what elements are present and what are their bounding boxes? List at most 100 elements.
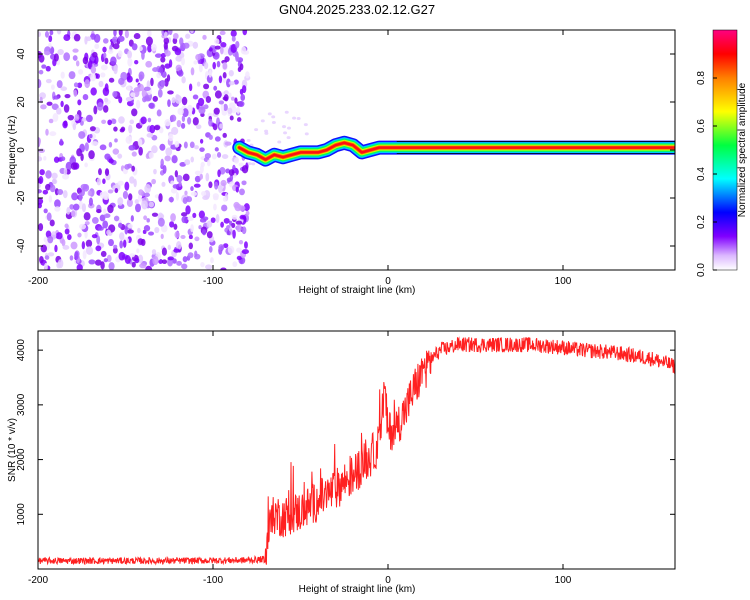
x-tick-label: 100 xyxy=(555,575,572,586)
noise-speck xyxy=(226,230,231,236)
noise-speck xyxy=(210,217,216,223)
noise-speck xyxy=(38,176,44,184)
noise-speck xyxy=(122,239,127,248)
noise-speck xyxy=(223,90,229,96)
noise-speck xyxy=(170,114,177,122)
noise-speck xyxy=(83,212,91,221)
noise-speck xyxy=(48,195,53,203)
noise-speck xyxy=(108,238,114,247)
noise-speck xyxy=(206,231,213,239)
noise-speck xyxy=(205,264,213,270)
noise-speck xyxy=(118,30,123,37)
noise-speck xyxy=(271,115,276,119)
noise-speck xyxy=(102,46,107,53)
noise-speck xyxy=(167,90,174,95)
y-tick-label: 4000 xyxy=(16,339,27,362)
noise-speck xyxy=(118,222,123,229)
noise-speck xyxy=(76,148,82,157)
noise-speck xyxy=(127,57,133,67)
noise-speck xyxy=(145,153,150,159)
noise-speck xyxy=(267,112,272,116)
noise-speck xyxy=(153,124,161,131)
noise-speck xyxy=(129,119,135,125)
noise-speck xyxy=(92,51,98,58)
noise-speck xyxy=(131,165,136,172)
noise-speck xyxy=(182,256,188,263)
noise-speck xyxy=(91,234,98,239)
noise-speck xyxy=(245,210,250,216)
noise-speck xyxy=(113,65,118,75)
y-tick-label: 0 xyxy=(16,147,27,153)
noise-speck xyxy=(241,165,249,174)
noise-speck xyxy=(59,138,63,146)
noise-speck xyxy=(224,141,232,146)
noise-speck xyxy=(152,67,159,73)
noise-speck xyxy=(103,258,109,263)
noise-speck xyxy=(80,183,88,190)
noise-speck xyxy=(150,77,154,87)
noise-speck xyxy=(138,146,143,156)
noise-speck xyxy=(117,50,123,58)
noise-speck xyxy=(236,224,242,233)
noise-speck xyxy=(125,135,133,144)
noise-speck xyxy=(188,234,193,240)
noise-speck xyxy=(164,31,168,39)
noise-speck xyxy=(94,259,102,266)
noise-speck xyxy=(201,191,207,197)
noise-speck xyxy=(162,164,167,174)
noise-speck xyxy=(45,128,49,136)
noise-speck xyxy=(128,124,133,134)
noise-speck xyxy=(43,208,48,214)
noise-speck xyxy=(148,231,155,236)
noise-speck xyxy=(190,186,194,192)
noise-speck xyxy=(88,150,95,160)
noise-speck xyxy=(159,143,166,151)
noise-speck xyxy=(113,244,118,249)
noise-speck xyxy=(103,52,107,59)
noise-speck xyxy=(100,250,107,257)
noise-speck xyxy=(170,213,176,222)
noise-speck xyxy=(104,192,110,201)
noise-speck xyxy=(60,86,68,91)
noise-speck xyxy=(70,162,78,170)
noise-speck xyxy=(160,80,166,87)
noise-speck xyxy=(104,153,111,160)
x-tick-label: -200 xyxy=(28,276,48,287)
noise-speck xyxy=(174,231,180,239)
noise-speck xyxy=(231,222,236,228)
noise-speck xyxy=(90,73,96,82)
noise-speck xyxy=(181,96,188,106)
noise-speck xyxy=(127,223,133,229)
noise-speck xyxy=(126,198,133,208)
noise-speck xyxy=(179,37,184,46)
noise-speck xyxy=(106,229,112,236)
noise-speck xyxy=(164,155,171,162)
signal-track xyxy=(232,135,675,167)
colorbar-tick-label: 0.0 xyxy=(696,263,707,277)
noise-speck xyxy=(113,30,117,37)
noise-speck xyxy=(177,70,184,77)
noise-speck xyxy=(222,62,228,70)
noise-speck xyxy=(102,105,109,113)
noise-speck xyxy=(179,161,187,167)
noise-speck xyxy=(38,152,41,158)
noise-speck xyxy=(224,56,230,62)
noise-speck xyxy=(93,33,101,43)
noise-speck xyxy=(223,94,229,102)
noise-speck xyxy=(236,106,241,114)
noise-speck xyxy=(180,234,186,239)
noise-speck xyxy=(243,203,250,212)
noise-speck xyxy=(175,64,182,72)
noise-speck xyxy=(38,69,44,75)
noise-speck xyxy=(118,96,123,104)
noise-speck xyxy=(77,82,83,89)
noise-speck xyxy=(38,31,42,37)
noise-speck xyxy=(198,225,202,230)
noise-speck xyxy=(94,43,100,50)
noise-speck xyxy=(228,169,235,176)
noise-speck xyxy=(64,228,70,235)
noise-speck xyxy=(235,41,240,49)
noise-speck xyxy=(84,221,90,226)
noise-speck xyxy=(227,245,235,255)
